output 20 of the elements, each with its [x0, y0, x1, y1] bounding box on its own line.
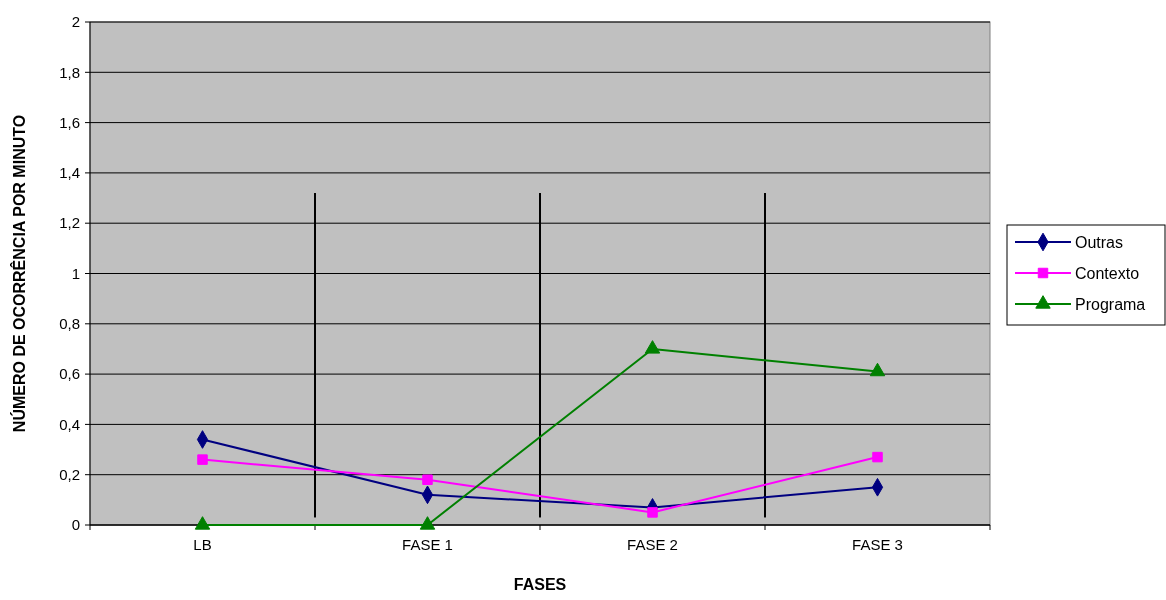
- y-axis-title: NÚMERO DE OCORRÊNCIA POR MINUTO: [10, 114, 28, 433]
- x-tick-label: FASE 3: [852, 536, 903, 553]
- y-tick-label: 1,2: [59, 214, 80, 232]
- y-tick-label: 1: [71, 264, 80, 282]
- y-tick-label: 0,8: [59, 315, 80, 333]
- x-axis-title: FASES: [513, 576, 567, 593]
- x-tick-label: FASE 1: [402, 536, 453, 553]
- legend-label: Contexto: [1075, 264, 1140, 282]
- y-tick-label: 1,8: [59, 63, 80, 81]
- y-tick-label: 1,6: [59, 113, 80, 131]
- legend-label: Programa: [1075, 295, 1146, 313]
- legend-label: Outras: [1075, 233, 1124, 251]
- y-tick-label: 0,6: [59, 365, 80, 383]
- y-tick-label: 0,2: [59, 465, 80, 483]
- y-tick-label: 0,4: [59, 415, 80, 433]
- y-tick-label: 1,4: [59, 164, 80, 182]
- x-tick-label: LB: [193, 536, 212, 553]
- x-tick-label: FASE 2: [627, 536, 678, 553]
- y-tick-label: 0: [71, 516, 80, 534]
- y-tick-label: 2: [71, 13, 80, 31]
